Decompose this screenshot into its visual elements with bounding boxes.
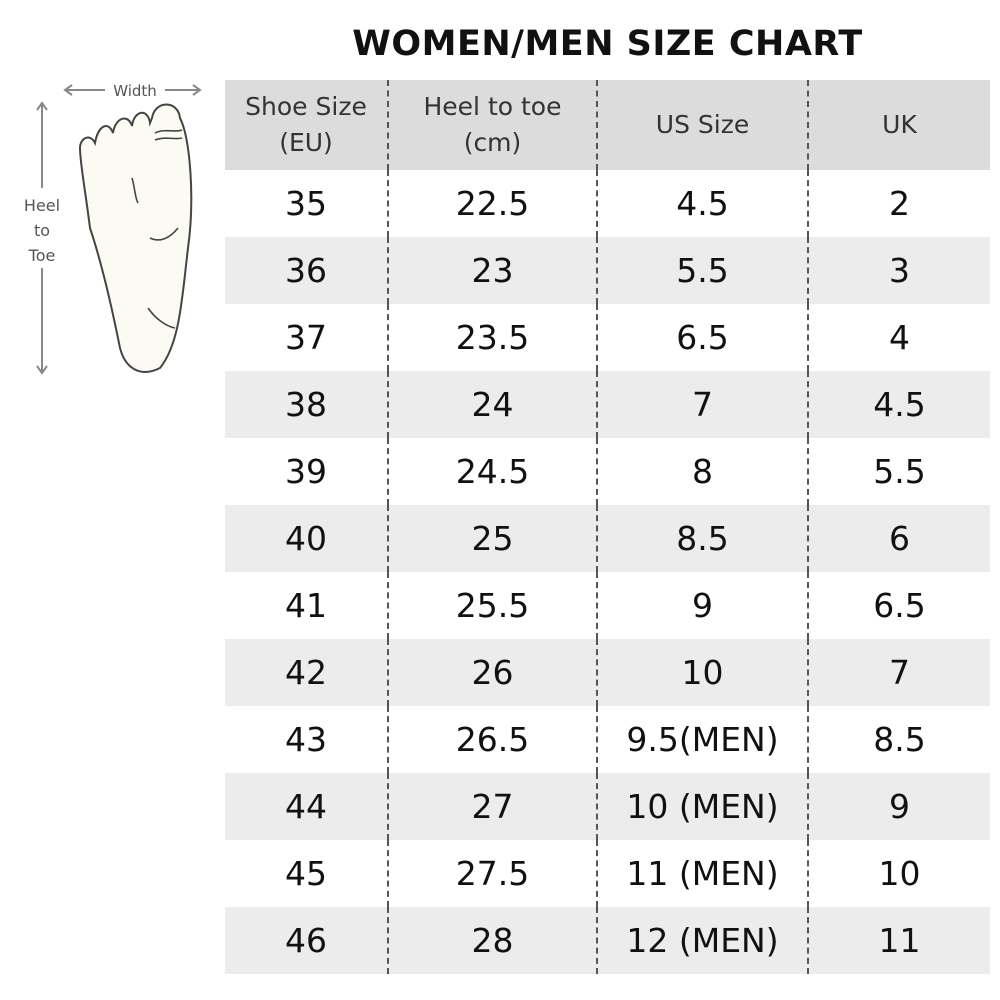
heel-to-toe-cm-cell: 23.5	[387, 304, 597, 371]
table-row: 46 28 12 (MEN) 11	[225, 907, 990, 974]
heel-to-toe-cm-cell: 22.5	[387, 170, 597, 237]
heel-to-toe-cm-cell: 26	[387, 639, 597, 706]
uk-size-cell: 2	[807, 170, 990, 237]
uk-size-cell: 5.5	[807, 438, 990, 505]
us-size-cell: 4.5	[596, 170, 808, 237]
table-row: 40 25 8.5 6	[225, 505, 990, 572]
heel-to-toe-cm-cell: 28	[387, 907, 597, 974]
eu-size-cell: 41	[285, 586, 327, 625]
foot-outline-icon: Width Heel to Toe	[24, 82, 202, 375]
uk-size-cell: 7	[807, 639, 990, 706]
heel-to-toe-label: Heel to Toe	[24, 196, 60, 265]
eu-size-cell: 35	[285, 184, 327, 223]
table-row: 38 24 7 4.5	[225, 371, 990, 438]
uk-size-cell: 9	[807, 773, 990, 840]
header-uk: UK	[807, 80, 990, 170]
table-row: 45 27.5 11 (MEN) 10	[225, 840, 990, 907]
eu-size-cell: 43	[285, 720, 327, 759]
table-row: 42 26 10 7	[225, 639, 990, 706]
us-size-cell: 11 (MEN)	[596, 840, 808, 907]
chart-title: WOMEN/MEN SIZE CHART	[352, 24, 863, 64]
us-size-cell: 10 (MEN)	[596, 773, 808, 840]
table-row: 44 27 10 (MEN) 9	[225, 773, 990, 840]
uk-size-cell: 6	[807, 505, 990, 572]
uk-size-cell: 11	[807, 907, 990, 974]
heel-to-toe-cm-cell: 24.5	[387, 438, 597, 505]
eu-size-cell: 40	[225, 505, 388, 572]
header-eu: Shoe Size (EU)	[225, 80, 388, 170]
heel-to-toe-cm-cell: 27.5	[387, 840, 597, 907]
heel-to-toe-cm-cell: 27	[387, 773, 597, 840]
eu-size-cell: 45	[285, 854, 327, 893]
eu-size-cell: 36	[225, 237, 388, 304]
eu-size-cell: 44	[225, 773, 388, 840]
us-size-cell: 9.5(MEN)	[596, 706, 808, 773]
width-label: Width	[113, 82, 157, 100]
us-size-cell: 6.5	[596, 304, 808, 371]
eu-size-cell: 46	[225, 907, 388, 974]
us-size-cell: 7	[596, 371, 808, 438]
table-row: 37 23.5 6.5 4	[225, 304, 990, 371]
heel-to-toe-cm-cell: 26.5	[387, 706, 597, 773]
table-row: 41 25.5 9 6.5	[225, 572, 990, 639]
header-us: US Size	[596, 80, 808, 170]
us-size-cell: 12 (MEN)	[596, 907, 808, 974]
us-size-cell: 5.5	[596, 237, 808, 304]
table-row: 39 24.5 8 5.5	[225, 438, 990, 505]
heel-to-toe-cm-cell: 23	[387, 237, 597, 304]
eu-size-cell: 38	[225, 371, 388, 438]
us-size-cell: 9	[596, 572, 808, 639]
header-row: Shoe Size (EU) Heel to toe (cm) US Size …	[225, 80, 990, 170]
eu-size-cell: 37	[285, 318, 327, 357]
uk-size-cell: 4	[807, 304, 990, 371]
us-size-cell: 8	[596, 438, 808, 505]
us-size-cell: 8.5	[596, 505, 808, 572]
table-row: 43 26.5 9.5(MEN) 8.5	[225, 706, 990, 773]
heel-to-toe-cm-cell: 25	[387, 505, 597, 572]
uk-size-cell: 10	[807, 840, 990, 907]
heel-to-toe-cm-cell: 25.5	[387, 572, 597, 639]
size-table: Shoe Size (EU) Heel to toe (cm) US Size …	[225, 80, 990, 974]
uk-size-cell: 8.5	[807, 706, 990, 773]
table-row: 36 23 5.5 3	[225, 237, 990, 304]
heel-to-toe-cm-cell: 24	[387, 371, 597, 438]
table-row: 35 22.5 4.5 2	[225, 170, 990, 237]
eu-size-cell: 42	[225, 639, 388, 706]
uk-size-cell: 3	[807, 237, 990, 304]
eu-size-cell: 39	[285, 452, 327, 491]
uk-size-cell: 6.5	[807, 572, 990, 639]
header-heel-to-toe: Heel to toe (cm)	[387, 80, 597, 170]
uk-size-cell: 4.5	[807, 371, 990, 438]
us-size-cell: 10	[596, 639, 808, 706]
